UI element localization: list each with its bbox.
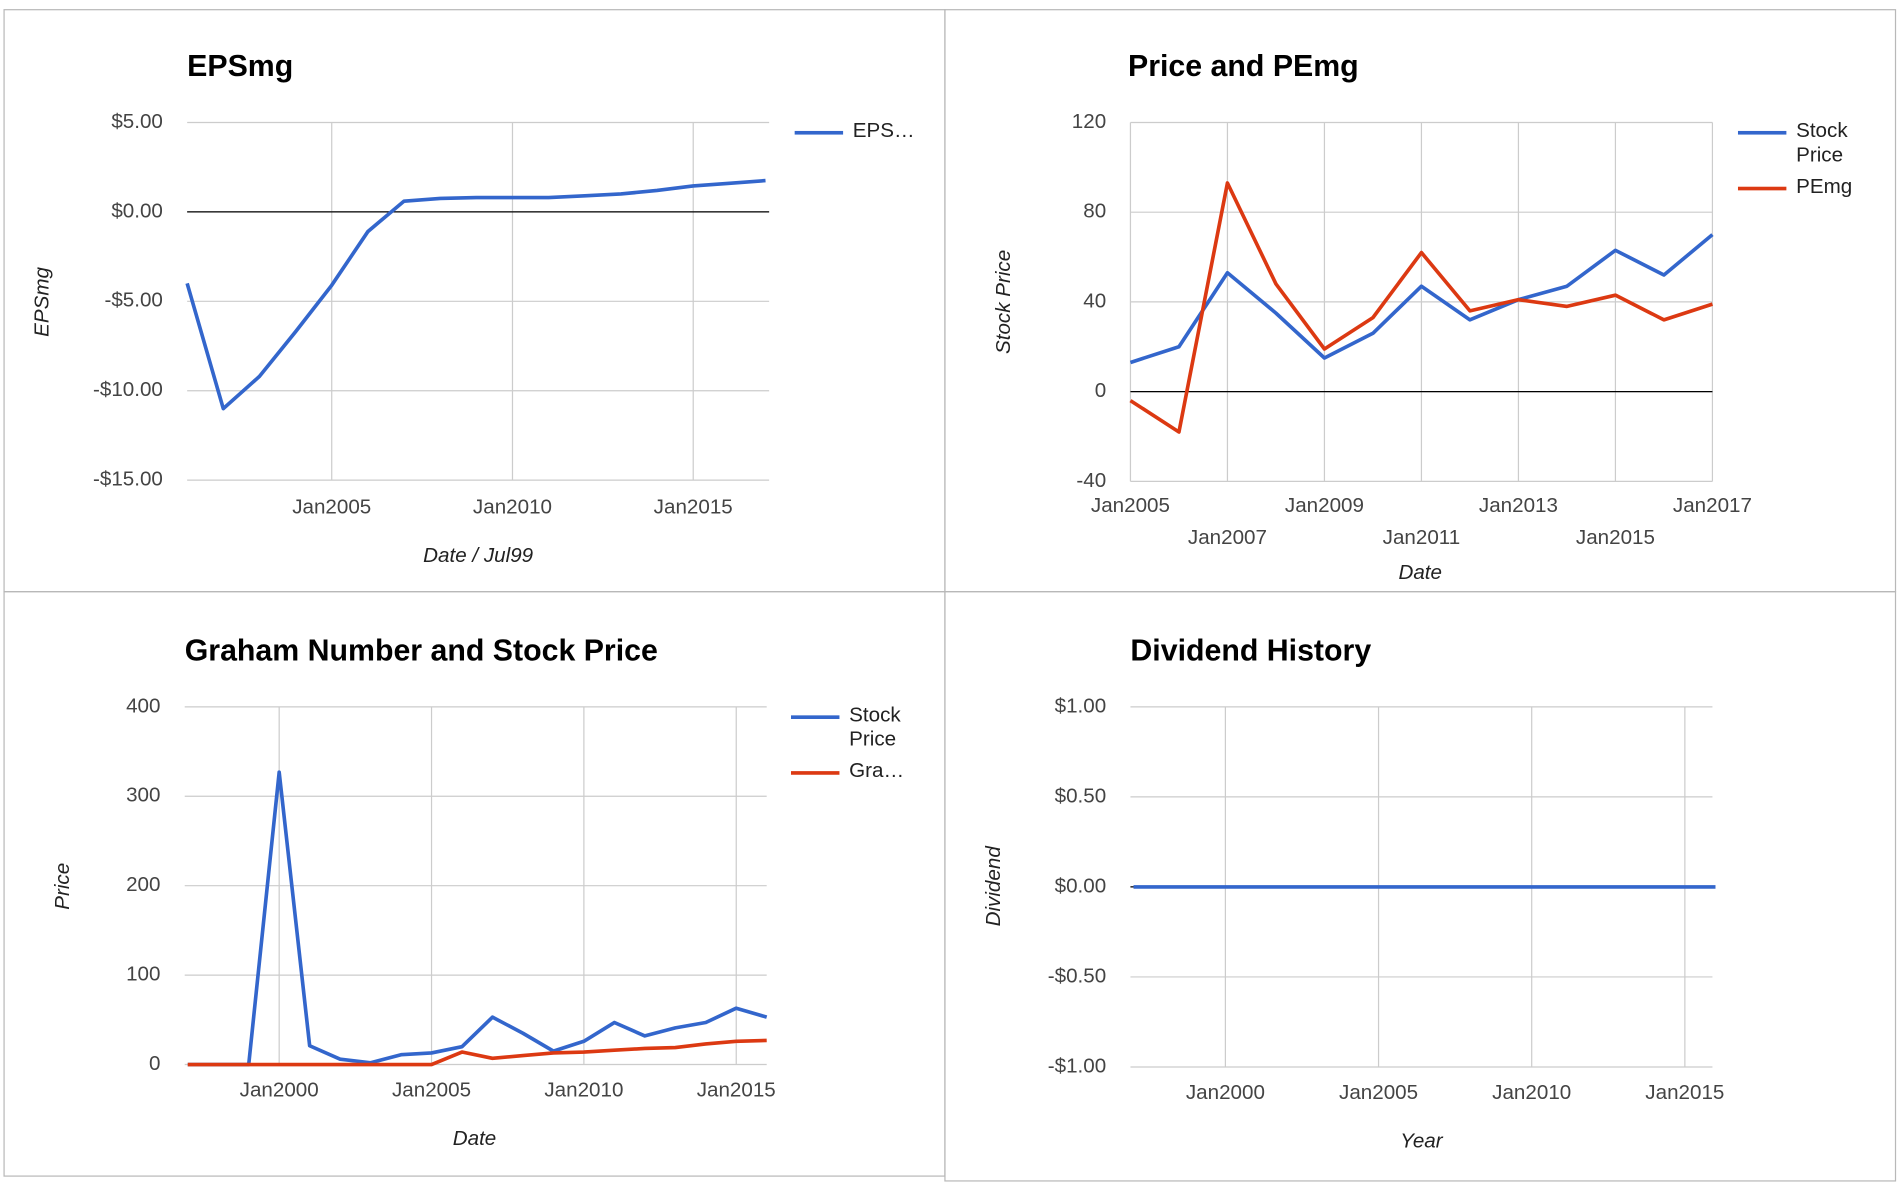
x-tick-label: Jan2005 [1339, 1081, 1418, 1104]
series-line [185, 178, 766, 411]
legend-box: Stock Price Gra… [790, 703, 946, 783]
y-tick-label: 400 [126, 694, 160, 717]
y-tick-label: 120 [1072, 110, 1106, 133]
chart-title: EPSmg [187, 50, 293, 83]
legend-entry: Gra… [790, 759, 946, 783]
x-tick-label: Jan2015 [1645, 1081, 1724, 1104]
x-tick-label: Jan2009 [1285, 494, 1364, 517]
x-tick-label: Jan2007 [1188, 526, 1267, 549]
y-tick-label: $0.00 [1055, 874, 1107, 897]
legend-label: Stock Price [849, 703, 901, 751]
x-axis-label: Date [453, 1127, 497, 1150]
legend-swatch [794, 130, 844, 135]
chart-title: Price and PEmg [1128, 50, 1359, 83]
x-tick-label: Jan2011 [1383, 526, 1461, 549]
x-tick-label: Jan2010 [544, 1079, 623, 1102]
x-tick-label: Jan2015 [1576, 526, 1655, 549]
x-tick-label: Jan2017 [1673, 494, 1752, 517]
y-tick-label: $0.50 [1055, 784, 1107, 807]
legend: Stock Price PEmg [1737, 118, 1893, 199]
x-axis-label: Year [1400, 1130, 1444, 1153]
y-axis-label: Price [51, 863, 74, 910]
series-line [187, 1038, 767, 1067]
y-tick-label: 200 [126, 873, 160, 896]
y-tick-label: 0 [1095, 379, 1106, 402]
x-tick-label: Jan2005 [292, 495, 371, 518]
y-tick-label: $5.00 [111, 110, 163, 133]
x-tick-label: Jan2005 [1091, 494, 1170, 517]
legend: EPS… [794, 118, 950, 143]
y-tick-label: $1.00 [1055, 694, 1107, 717]
legend-box: Stock Price PEmg [1737, 118, 1893, 199]
x-tick-label: Jan2000 [240, 1079, 319, 1102]
y-tick-label: 40 [1083, 289, 1106, 312]
chart-title: Dividend History [1130, 634, 1371, 667]
series-line [1129, 181, 1713, 434]
x-tick-label: Jan2015 [654, 495, 733, 518]
x-tick-label: Jan2005 [392, 1079, 471, 1102]
legend-entry: Stock Price [1737, 118, 1893, 167]
legend-entry: EPS… [794, 118, 950, 143]
legend-entry: PEmg [1737, 174, 1893, 199]
legend-swatch [790, 771, 840, 775]
y-tick-label: 100 [126, 963, 160, 986]
y-axis-label: Stock Price [992, 250, 1015, 354]
y-tick-label: -$5.00 [104, 289, 162, 312]
x-tick-label: Jan2015 [697, 1079, 776, 1102]
series-line [1129, 233, 1714, 365]
x-axis-label: Date / Jul99 [423, 544, 534, 567]
legend-label: Gra… [849, 759, 905, 783]
y-tick-label: 300 [126, 784, 160, 807]
y-tick-label: 80 [1083, 200, 1106, 223]
y-tick-label: -$10.00 [93, 378, 163, 401]
x-tick-label: Jan2000 [1186, 1081, 1265, 1104]
legend-swatch [790, 715, 840, 719]
x-tick-label: Jan2010 [1492, 1081, 1571, 1104]
legend: Stock Price Gra… [790, 703, 946, 783]
panel [944, 591, 1897, 1182]
y-tick-label: -$15.00 [93, 468, 163, 491]
legend-swatch [1737, 130, 1787, 135]
y-tick-label: -$1.00 [1048, 1054, 1106, 1077]
x-axis-label: Date [1398, 561, 1442, 584]
legend-swatch [1737, 186, 1787, 191]
legend-label: EPS… [852, 118, 915, 142]
y-tick-label: -40 [1076, 469, 1106, 492]
y-tick-label: 0 [149, 1052, 160, 1075]
legend-label: PEmg [1796, 174, 1853, 198]
legend-box: EPS… [794, 118, 950, 143]
series-line [187, 770, 768, 1067]
y-tick-label: -$0.50 [1048, 964, 1106, 987]
x-tick-label: Jan2010 [473, 495, 552, 518]
chart-title: Graham Number and Stock Price [185, 634, 658, 667]
y-tick-label: $0.00 [111, 199, 163, 222]
legend-label: Stock Price [1796, 118, 1848, 167]
legend-entry: Stock Price [790, 703, 946, 751]
x-tick-label: Jan2013 [1479, 494, 1558, 517]
y-axis-label: Dividend [982, 846, 1005, 927]
y-axis-label: EPSmg [30, 266, 53, 336]
